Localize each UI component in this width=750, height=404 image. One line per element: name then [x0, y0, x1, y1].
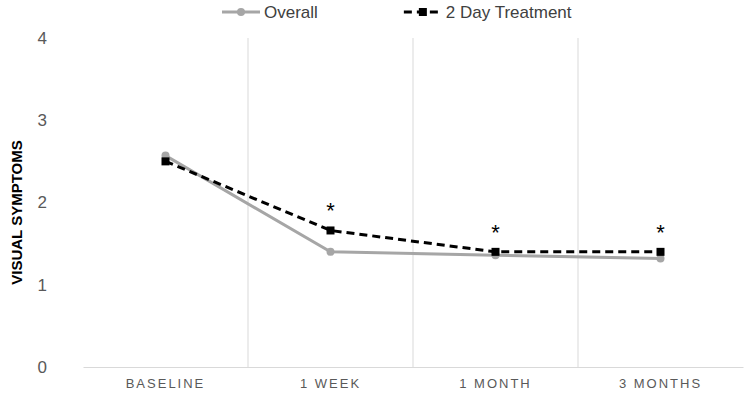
tick: 4 [38, 29, 83, 48]
legend-label: Overall [264, 3, 318, 22]
marker [162, 157, 170, 165]
legend-marker [419, 8, 427, 16]
tick-label: 2 [38, 193, 47, 212]
tick: BASELINE [126, 367, 206, 391]
tick: 3 [38, 111, 83, 130]
grid [248, 38, 578, 367]
x-axis: BASELINE 1 WEEK 1 MONTH 3 MONTHS [84, 367, 744, 391]
axis-line [84, 367, 744, 368]
annotation: * [326, 198, 335, 223]
tick: 1 [38, 276, 83, 295]
chart: 0 1 2 3 4 BASELINE 1 WEEK 1 MONTH 3 MONTHS VISUAL… [0, 0, 750, 404]
grid-line [413, 38, 414, 367]
marker [327, 248, 335, 256]
marker [492, 248, 500, 256]
tick-label: 1 WEEK [300, 376, 361, 391]
tick-label: 0 [38, 358, 47, 377]
legend-label: 2 Day Treatment [446, 3, 572, 22]
tick: 1 MONTH [459, 367, 532, 391]
tick-label: 3 [38, 111, 47, 130]
tick: 0 [38, 358, 83, 377]
legend: Overall 2 Day Treatment [222, 3, 572, 22]
legend-item: 2 Day Treatment [404, 3, 572, 22]
tick: 1 WEEK [300, 367, 361, 391]
tick-label: 3 MONTHS [619, 376, 702, 391]
marker [327, 226, 335, 234]
tick: 2 [38, 193, 83, 212]
y-axis: 0 1 2 3 4 [38, 29, 84, 377]
tick-label: 4 [38, 29, 47, 48]
annotation: * [491, 220, 500, 245]
grid-line [578, 38, 579, 367]
plot-area [162, 152, 665, 263]
tick-label: 1 [38, 276, 47, 295]
series-line [166, 161, 661, 251]
tick-label: 1 MONTH [459, 376, 532, 391]
axis-title: VISUAL SYMPTOMS [8, 140, 25, 284]
series-line [166, 156, 661, 259]
legend-marker [237, 8, 245, 16]
tick-label: BASELINE [126, 376, 206, 391]
axis-line [83, 39, 84, 368]
marker [657, 248, 665, 256]
legend-item: Overall [222, 3, 318, 22]
annotation: * [656, 220, 665, 245]
tick: 3 MONTHS [619, 367, 702, 391]
